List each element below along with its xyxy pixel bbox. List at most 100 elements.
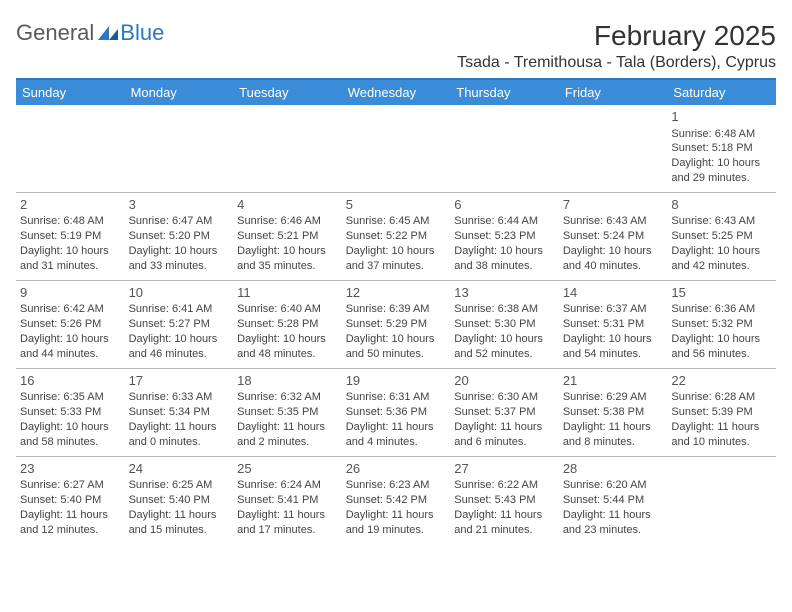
sunset-line: Sunset: 5:28 PM	[237, 317, 338, 332]
day-number: 12	[346, 284, 447, 302]
empty-cell	[125, 105, 234, 192]
sunrise-line: Sunrise: 6:24 AM	[237, 478, 338, 493]
sunset-line: Sunset: 5:30 PM	[454, 317, 555, 332]
col-saturday: Saturday	[667, 79, 776, 105]
sunset-line: Sunset: 5:22 PM	[346, 229, 447, 244]
day-number: 5	[346, 196, 447, 214]
col-tuesday: Tuesday	[233, 79, 342, 105]
day-cell: 27Sunrise: 6:22 AMSunset: 5:43 PMDayligh…	[450, 456, 559, 543]
sunset-line: Sunset: 5:24 PM	[563, 229, 664, 244]
logo: General Blue	[16, 20, 164, 46]
sunrise-line: Sunrise: 6:45 AM	[346, 214, 447, 229]
day-cell: 15Sunrise: 6:36 AMSunset: 5:32 PMDayligh…	[667, 280, 776, 368]
calendar-table: Sunday Monday Tuesday Wednesday Thursday…	[16, 78, 776, 544]
sunrise-line: Sunrise: 6:22 AM	[454, 478, 555, 493]
day-cell: 18Sunrise: 6:32 AMSunset: 5:35 PMDayligh…	[233, 368, 342, 456]
sunrise-line: Sunrise: 6:48 AM	[20, 214, 121, 229]
sunrise-line: Sunrise: 6:38 AM	[454, 302, 555, 317]
daylight-line: Daylight: 10 hours and 48 minutes.	[237, 332, 338, 362]
day-number: 28	[563, 460, 664, 478]
day-number: 18	[237, 372, 338, 390]
day-cell: 6Sunrise: 6:44 AMSunset: 5:23 PMDaylight…	[450, 192, 559, 280]
day-cell: 12Sunrise: 6:39 AMSunset: 5:29 PMDayligh…	[342, 280, 451, 368]
day-number: 23	[20, 460, 121, 478]
sunrise-line: Sunrise: 6:46 AM	[237, 214, 338, 229]
day-cell: 23Sunrise: 6:27 AMSunset: 5:40 PMDayligh…	[16, 456, 125, 543]
day-number: 1	[671, 108, 772, 126]
day-number: 7	[563, 196, 664, 214]
daylight-line: Daylight: 11 hours and 19 minutes.	[346, 508, 447, 538]
sunrise-line: Sunrise: 6:41 AM	[129, 302, 230, 317]
sunrise-line: Sunrise: 6:29 AM	[563, 390, 664, 405]
day-cell: 28Sunrise: 6:20 AMSunset: 5:44 PMDayligh…	[559, 456, 668, 543]
day-number: 13	[454, 284, 555, 302]
calendar-row: 16Sunrise: 6:35 AMSunset: 5:33 PMDayligh…	[16, 368, 776, 456]
daylight-line: Daylight: 10 hours and 46 minutes.	[129, 332, 230, 362]
sunset-line: Sunset: 5:20 PM	[129, 229, 230, 244]
daylight-line: Daylight: 11 hours and 15 minutes.	[129, 508, 230, 538]
daylight-line: Daylight: 11 hours and 6 minutes.	[454, 420, 555, 450]
sunset-line: Sunset: 5:27 PM	[129, 317, 230, 332]
day-cell: 14Sunrise: 6:37 AMSunset: 5:31 PMDayligh…	[559, 280, 668, 368]
col-monday: Monday	[125, 79, 234, 105]
day-cell: 2Sunrise: 6:48 AMSunset: 5:19 PMDaylight…	[16, 192, 125, 280]
day-number: 24	[129, 460, 230, 478]
day-cell: 16Sunrise: 6:35 AMSunset: 5:33 PMDayligh…	[16, 368, 125, 456]
daylight-line: Daylight: 10 hours and 44 minutes.	[20, 332, 121, 362]
day-number: 2	[20, 196, 121, 214]
day-cell: 13Sunrise: 6:38 AMSunset: 5:30 PMDayligh…	[450, 280, 559, 368]
day-cell: 4Sunrise: 6:46 AMSunset: 5:21 PMDaylight…	[233, 192, 342, 280]
day-cell: 26Sunrise: 6:23 AMSunset: 5:42 PMDayligh…	[342, 456, 451, 543]
empty-cell	[450, 105, 559, 192]
day-number: 8	[671, 196, 772, 214]
sunrise-line: Sunrise: 6:36 AM	[671, 302, 772, 317]
sunset-line: Sunset: 5:34 PM	[129, 405, 230, 420]
sunrise-line: Sunrise: 6:48 AM	[671, 127, 772, 142]
sunrise-line: Sunrise: 6:28 AM	[671, 390, 772, 405]
sunset-line: Sunset: 5:31 PM	[563, 317, 664, 332]
daylight-line: Daylight: 10 hours and 29 minutes.	[671, 156, 772, 186]
daylight-line: Daylight: 10 hours and 58 minutes.	[20, 420, 121, 450]
day-cell: 19Sunrise: 6:31 AMSunset: 5:36 PMDayligh…	[342, 368, 451, 456]
day-number: 3	[129, 196, 230, 214]
day-cell: 20Sunrise: 6:30 AMSunset: 5:37 PMDayligh…	[450, 368, 559, 456]
sunset-line: Sunset: 5:18 PM	[671, 141, 772, 156]
sunset-line: Sunset: 5:41 PM	[237, 493, 338, 508]
logo-mark-icon	[98, 20, 120, 46]
daylight-line: Daylight: 11 hours and 2 minutes.	[237, 420, 338, 450]
daylight-line: Daylight: 11 hours and 12 minutes.	[20, 508, 121, 538]
day-number: 10	[129, 284, 230, 302]
day-number: 20	[454, 372, 555, 390]
daylight-line: Daylight: 10 hours and 38 minutes.	[454, 244, 555, 274]
day-cell: 9Sunrise: 6:42 AMSunset: 5:26 PMDaylight…	[16, 280, 125, 368]
day-cell: 8Sunrise: 6:43 AMSunset: 5:25 PMDaylight…	[667, 192, 776, 280]
day-number: 11	[237, 284, 338, 302]
sunrise-line: Sunrise: 6:35 AM	[20, 390, 121, 405]
calendar-row: 1Sunrise: 6:48 AMSunset: 5:18 PMDaylight…	[16, 105, 776, 192]
sunset-line: Sunset: 5:23 PM	[454, 229, 555, 244]
sunrise-line: Sunrise: 6:31 AM	[346, 390, 447, 405]
sunset-line: Sunset: 5:42 PM	[346, 493, 447, 508]
sunrise-line: Sunrise: 6:27 AM	[20, 478, 121, 493]
day-cell: 3Sunrise: 6:47 AMSunset: 5:20 PMDaylight…	[125, 192, 234, 280]
daylight-line: Daylight: 10 hours and 31 minutes.	[20, 244, 121, 274]
empty-cell	[233, 105, 342, 192]
sunset-line: Sunset: 5:40 PM	[129, 493, 230, 508]
col-sunday: Sunday	[16, 79, 125, 105]
sunset-line: Sunset: 5:33 PM	[20, 405, 121, 420]
sunset-line: Sunset: 5:26 PM	[20, 317, 121, 332]
page-header: General Blue February 2025 Tsada - Tremi…	[16, 20, 776, 72]
sunset-line: Sunset: 5:40 PM	[20, 493, 121, 508]
day-cell: 10Sunrise: 6:41 AMSunset: 5:27 PMDayligh…	[125, 280, 234, 368]
sunrise-line: Sunrise: 6:47 AM	[129, 214, 230, 229]
daylight-line: Daylight: 10 hours and 33 minutes.	[129, 244, 230, 274]
location-text: Tsada - Tremithousa - Tala (Borders), Cy…	[457, 54, 776, 72]
day-cell: 21Sunrise: 6:29 AMSunset: 5:38 PMDayligh…	[559, 368, 668, 456]
day-number: 21	[563, 372, 664, 390]
daylight-line: Daylight: 11 hours and 8 minutes.	[563, 420, 664, 450]
daylight-line: Daylight: 11 hours and 4 minutes.	[346, 420, 447, 450]
daylight-line: Daylight: 10 hours and 42 minutes.	[671, 244, 772, 274]
empty-cell	[342, 105, 451, 192]
sunset-line: Sunset: 5:39 PM	[671, 405, 772, 420]
sunset-line: Sunset: 5:25 PM	[671, 229, 772, 244]
